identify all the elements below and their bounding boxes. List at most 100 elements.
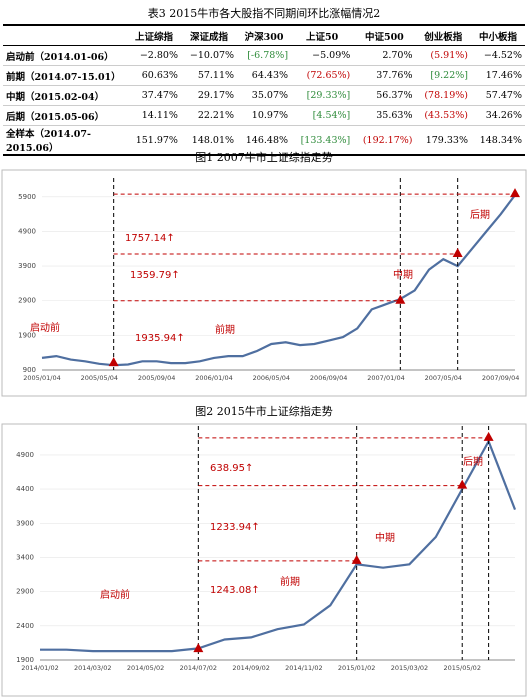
annotation: 后期 [470,209,490,221]
annotation: 1359.79↑ [130,270,180,281]
x-tick-label: 2014/09/02 [232,664,269,672]
table-cell: (192.17%) [353,125,416,156]
table-cell: 14.11% [127,105,181,126]
table-cell: 中期（2015.02-04） [3,85,127,106]
y-tick-label: 3900 [16,519,34,527]
y-tick-label: 2900 [16,588,34,596]
annotation: 中期 [393,268,413,281]
annotation: 1935.94↑ [135,333,185,344]
y-tick-label: 4900 [18,227,36,235]
phase-marker [457,479,468,489]
phase-marker [193,643,204,653]
table-row: 全样本（2014.07-2015.06） 151.97% 148.01% 146.48… [3,125,525,156]
table-cell: (5.91%) [415,45,471,66]
annotation: 1757.14↑ [125,233,175,244]
y-tick-label: 5900 [18,193,36,201]
table-cell: 前期（2014.07-15.01） [3,65,127,86]
x-tick-label: 2014/07/02 [180,664,217,672]
x-tick-label: 2015/01/02 [338,664,375,672]
x-tick-label: 2005/09/04 [138,374,175,382]
table-cell: [133.43%] [291,125,354,156]
table-cell: 151.97% [127,125,181,156]
x-tick-label: 2007/05/04 [425,374,462,382]
table-cell: 启动前（2014.01-06） [3,45,127,66]
chart-title: 图1 2007牛市上证综指走势 [195,150,333,164]
y-tick-label: 2400 [16,622,34,630]
x-tick-label: 2006/09/04 [310,374,347,382]
x-tick-label: 2014/05/02 [127,664,164,672]
table-cell: 37.76% [353,65,416,86]
price-line [41,194,516,367]
price-line [40,438,517,653]
table-cell: (78.19%) [415,85,471,106]
table-cell: −5.09% [291,45,354,66]
table-row: 启动前（2014.01-06） −2.80% −10.07% [-6.78%] −5.0… [3,45,525,66]
annotation: 1243.08↑ [210,585,260,596]
chart-title: 图2 2015牛市上证综指走势 [195,404,333,418]
table-cell: 64.43% [237,65,292,86]
x-tick-label: 2006/05/04 [253,374,290,382]
x-tick-label: 2014/11/02 [285,664,322,672]
table-cell: 后期（2015.05-06） [3,105,127,126]
table-cell: 34.26% [470,105,525,126]
table-cell: 148.01% [180,125,238,156]
chart-frame [1,423,527,697]
table-cell: 179.33% [415,125,471,156]
y-tick-label: 4400 [16,485,34,493]
table-cell: 57.11% [180,65,238,86]
annotation: 1233.94↑ [210,522,260,533]
y-tick-label: 900 [23,366,36,374]
table-cell: 148.34% [470,125,525,156]
annotation: 638.95↑ [210,463,253,474]
table-cell: 10.97% [237,105,292,126]
y-tick-label: 1900 [16,656,34,664]
table-row: 后期（2015.05-06） 14.11% 22.21% 10.97% [4.54%] 3… [3,105,525,126]
table-cell: [4.54%] [291,105,354,126]
phase-marker [395,294,406,304]
y-tick-label: 2900 [18,297,36,305]
x-tick-label: 2007/09/04 [482,374,519,382]
table-cell: 37.47% [127,85,181,106]
annotation: 启动前 [100,588,130,601]
phase-marker [483,431,494,441]
table-cell: 全样本（2014.07-2015.06） [3,125,127,156]
x-tick-label: 2005/05/04 [81,374,118,382]
x-tick-label: 2015/05/02 [443,664,480,672]
x-tick-label: 2014/01/02 [21,664,58,672]
table-cell: −2.80% [127,45,181,66]
table-cell: 56.37% [353,85,416,106]
x-tick-label: 2006/01/04 [195,374,232,382]
x-tick-label: 2007/01/04 [367,374,404,382]
y-tick-label: 4900 [16,451,34,459]
table-cell: 60.63% [127,65,181,86]
x-tick-label: 2005/01/04 [23,374,60,382]
x-tick-label: 2015/03/02 [391,664,428,672]
y-tick-label: 3900 [18,262,36,270]
table: 上证综指 深证成指 沪深300 上证50 中证500 创业板指 中小板指 启动前（2014.0… [3,24,525,156]
phase-marker [108,357,119,367]
annotation: 前期 [280,575,300,588]
table-cell: −4.52% [470,45,525,66]
y-tick-label: 1900 [18,331,36,339]
phase-marker [351,554,362,564]
chart-frame [1,169,527,397]
table-cell: [29.33%] [291,85,354,106]
y-tick-label: 3400 [16,553,34,561]
table-row: 前期（2014.07-15.01） 60.63% 57.11% 64.43% (72.6… [3,65,525,86]
table-cell: 57.47% [470,85,525,106]
annotation: 中期 [375,531,395,544]
table-cell: 22.21% [180,105,238,126]
annotation: 前期 [215,323,235,336]
annotation: 后期 [463,456,483,468]
table-cell: [-6.78%] [237,45,292,66]
phase-marker [452,247,463,257]
table-cell: −10.07% [180,45,238,66]
table-cell: 35.63% [353,105,416,126]
x-tick-label: 2014/03/02 [74,664,111,672]
annotation: 启动前 [30,321,60,334]
phase-marker [510,188,520,198]
table-cell: 2.70% [353,45,416,66]
table-cell: 17.46% [470,65,525,86]
